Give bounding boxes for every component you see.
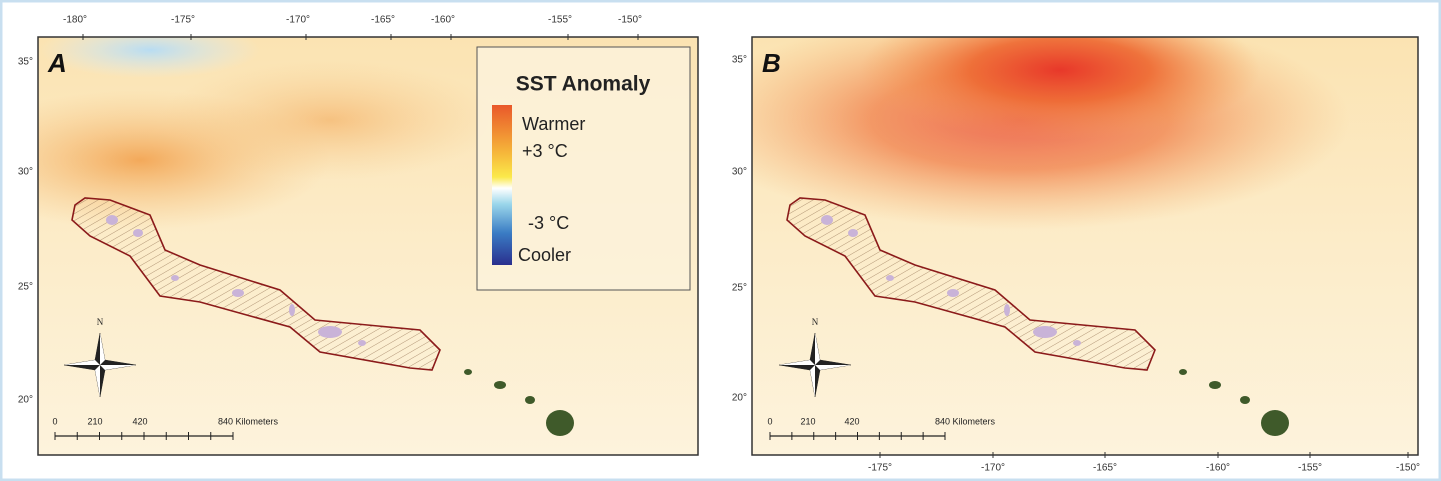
legend-cool: Cooler (518, 245, 571, 265)
top-tick-label: -170° (286, 15, 310, 26)
map-border (37, 36, 699, 456)
scale-label: 0 (767, 416, 772, 426)
legend-colorbar (492, 105, 512, 265)
north-arrow-half (64, 333, 136, 397)
bottom-tick-label: -150° (1396, 463, 1420, 474)
left-tick-label: 25° (732, 283, 747, 294)
north-label: N (97, 317, 104, 327)
scale-label: 420 (844, 416, 859, 426)
top-tick-label: -150° (618, 15, 642, 26)
left-tick-label: 35° (732, 55, 747, 66)
legend-title: SST Anomaly (516, 73, 651, 96)
top-tick-label: -160° (431, 15, 455, 26)
left-tick-label: 30° (18, 167, 33, 178)
left-tick-label: 25° (18, 282, 33, 293)
scale-label: 210 (800, 416, 815, 426)
top-tick-label: -175° (171, 15, 195, 26)
panel-label: A (47, 48, 67, 78)
left-tick-label: 35° (18, 57, 33, 68)
map-b (752, 37, 1418, 455)
left-tick-label: 30° (732, 167, 747, 178)
bottom-tick-label: -175° (868, 463, 892, 474)
bottom-tick-label: -165° (1093, 463, 1117, 474)
north-arrow-half (779, 333, 851, 397)
legend-cool-value: -3 °C (528, 213, 569, 233)
scale-label: 0 (52, 416, 57, 426)
scale-label: 420 (132, 416, 147, 426)
legend-warm: Warmer (522, 114, 585, 134)
scale-label: 840 Kilometers (935, 416, 996, 426)
top-tick-label: -165° (371, 15, 395, 26)
north-label: N (812, 317, 819, 327)
left-tick-label: 20° (18, 395, 33, 406)
bottom-tick-label: -160° (1206, 463, 1230, 474)
legend-warm-value: +3 °C (522, 141, 568, 161)
map-border (751, 36, 1419, 456)
left-tick-label: 20° (732, 393, 747, 404)
top-tick-label: -180° (63, 15, 87, 26)
top-tick-label: -155° (548, 15, 572, 26)
legend-box (476, 46, 691, 291)
scale-label: 840 Kilometers (218, 416, 279, 426)
panel-label: B (762, 48, 781, 78)
scale-label: 210 (87, 416, 102, 426)
bottom-tick-label: -170° (981, 463, 1005, 474)
bottom-tick-label: -155° (1298, 463, 1322, 474)
